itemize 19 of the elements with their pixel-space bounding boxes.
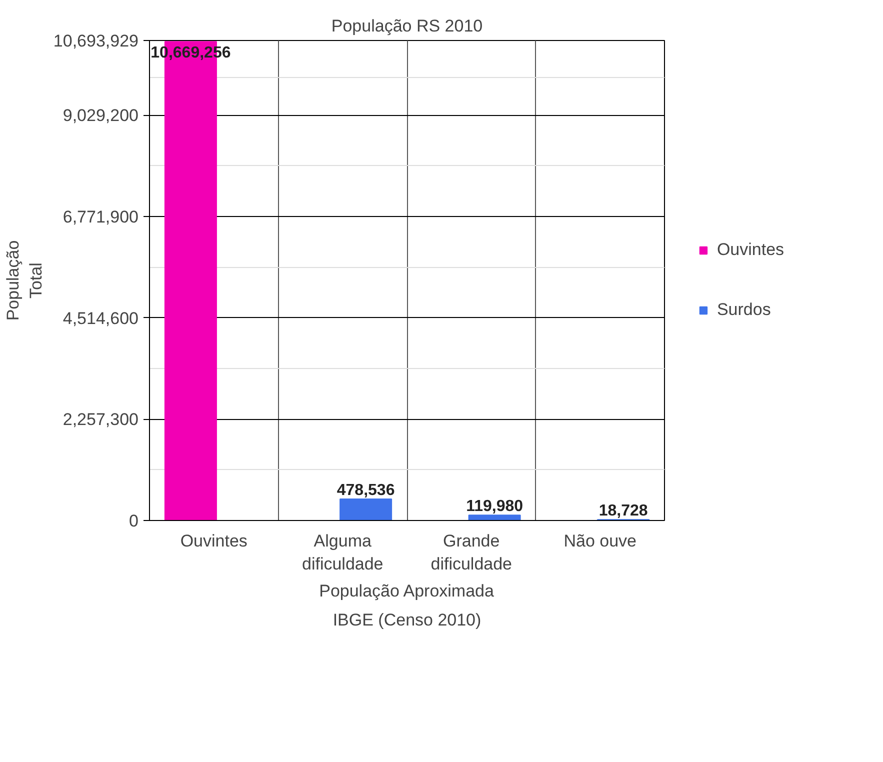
y-axis-title: População Total xyxy=(4,240,46,321)
x-tick-label: Grande dificuldade xyxy=(430,532,512,574)
y-tick-label: 4,514,600 xyxy=(62,308,139,328)
data-label: 478,536 xyxy=(336,482,395,500)
y-tick-label: 9,029,200 xyxy=(62,106,139,126)
text: IBGE (Censo 2010) xyxy=(332,610,482,630)
x-axis-title: População Aproximada xyxy=(319,581,494,600)
data-label: 18,728 xyxy=(598,502,648,520)
x-tick-label: Alguma dificuldade xyxy=(302,532,384,574)
y-tick-label: 6,771,900 xyxy=(62,208,139,227)
y-tick-label: 0 xyxy=(129,512,139,530)
x-tick-label: Ouvintes xyxy=(180,532,248,550)
x-tick-label: Não ouve xyxy=(564,532,637,550)
y-tick-label: 2,257,300 xyxy=(62,410,139,430)
chart-title: População RS 2010 xyxy=(331,16,483,36)
legend-label: Ouvintes xyxy=(716,240,784,260)
legend-label: Surdos xyxy=(716,300,771,320)
y-tick-label: 10,693,929 xyxy=(53,32,139,50)
data-label: 119,980 xyxy=(466,498,524,516)
